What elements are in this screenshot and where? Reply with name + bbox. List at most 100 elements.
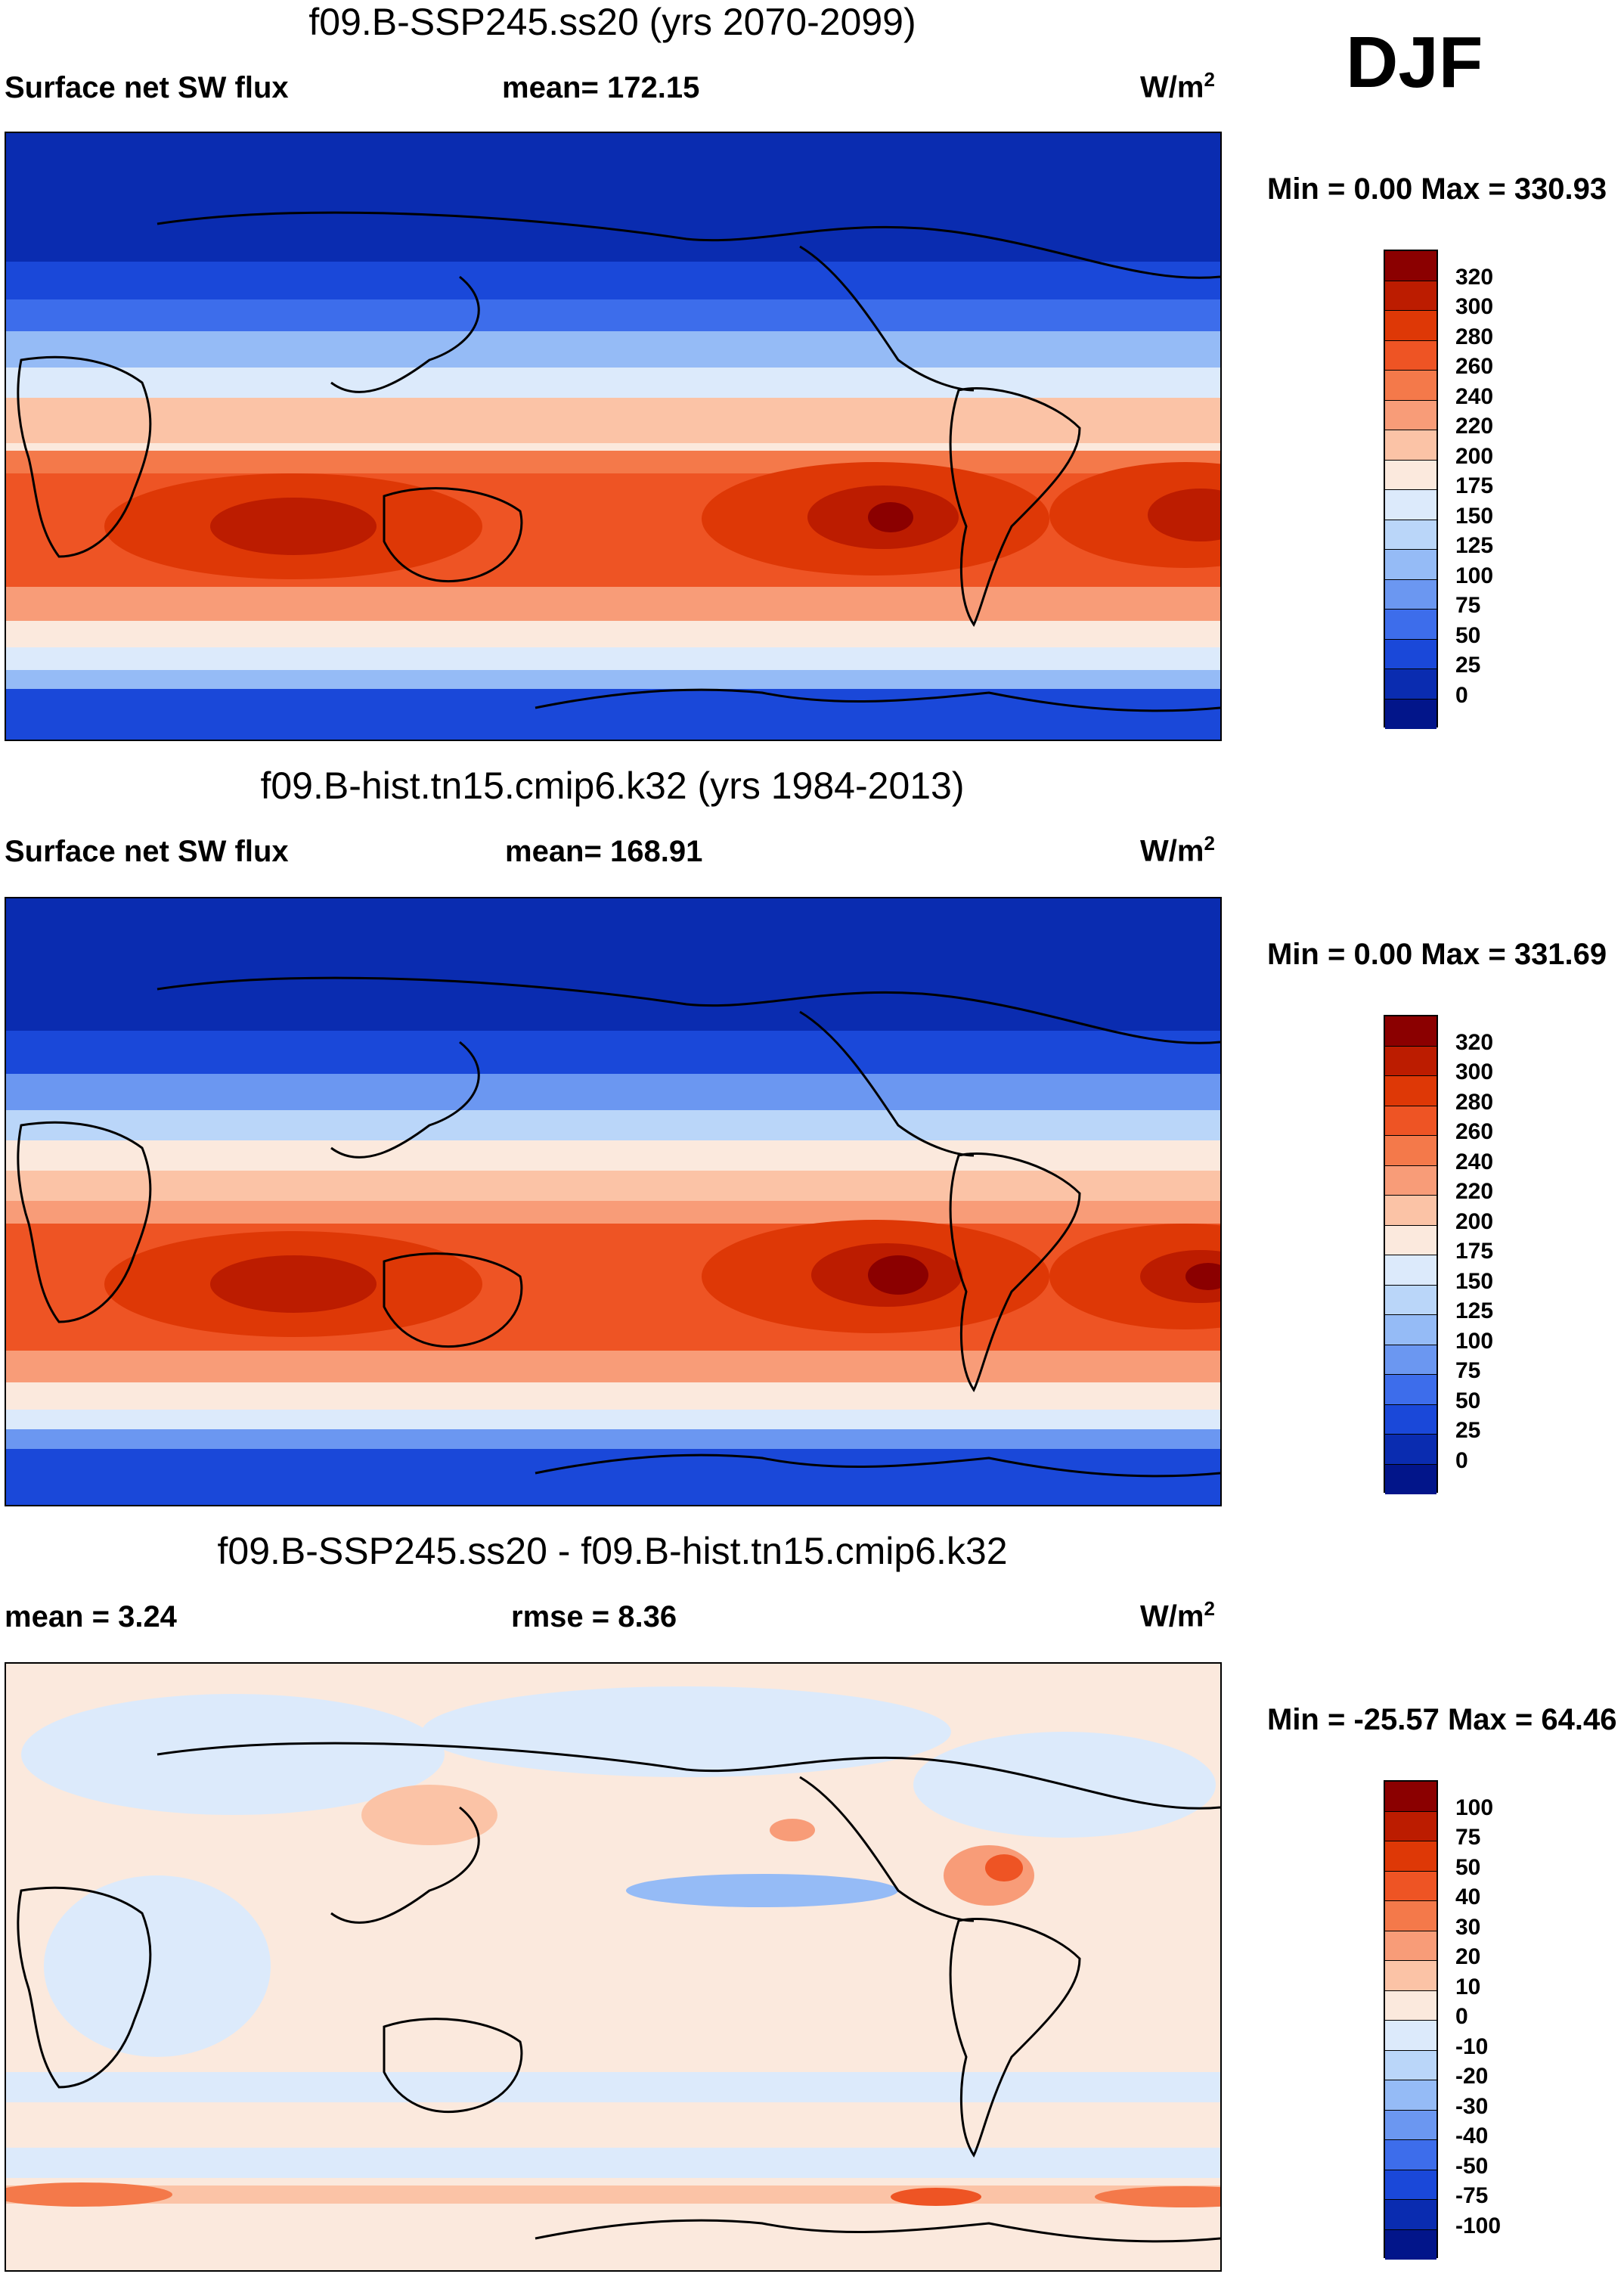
colorbar-swatch xyxy=(1385,1196,1436,1226)
colorbar-tick-label: 260 xyxy=(1455,1119,1494,1144)
panel-2-colorbar-ticks: 320 300 280 260 240 220 200 175 150 125 100 75 50 25 0 xyxy=(1455,1015,1546,1493)
colorbar-tick-label: -30 xyxy=(1455,2093,1489,2119)
colorbar-swatch xyxy=(1385,1046,1436,1076)
colorbar-swatch xyxy=(1385,1285,1436,1315)
colorbar-swatch xyxy=(1385,340,1436,371)
colorbar-tick-label: 175 xyxy=(1455,473,1494,498)
colorbar-tick-label: 25 xyxy=(1455,1418,1481,1443)
colorbar-swatch xyxy=(1385,460,1436,490)
panel-3-colorbar xyxy=(1384,1780,1438,2260)
colorbar-tick-label: 100 xyxy=(1455,1328,1494,1354)
colorbar-swatch xyxy=(1385,1016,1436,1047)
colorbar-tick-label: 30 xyxy=(1455,1914,1481,1940)
panel-2-title: f09.B-hist.tn15.cmip6.k32 (yrs 1984-2013… xyxy=(260,765,965,807)
colorbar-tick-label: -50 xyxy=(1455,2153,1489,2179)
colorbar-tick-label: -10 xyxy=(1455,2033,1489,2059)
colorbar-swatch xyxy=(1385,1871,1436,1901)
colorbar-tick-label: 100 xyxy=(1455,1795,1494,1820)
colorbar-tick-label: 50 xyxy=(1455,1388,1481,1413)
colorbar-swatch xyxy=(1385,1901,1436,1931)
panel-3-map xyxy=(5,1662,1222,2272)
panel-1-title: f09.B-SSP245.ss20 (yrs 2070-2099) xyxy=(308,1,916,43)
colorbar-tick-label: 25 xyxy=(1455,653,1481,678)
colorbar-tick-label: 0 xyxy=(1455,1447,1468,1473)
colorbar-swatch xyxy=(1385,579,1436,610)
colorbar-tick-label: 200 xyxy=(1455,443,1494,469)
colorbar-tick-label: 125 xyxy=(1455,1298,1494,1323)
colorbar-tick-label: 240 xyxy=(1455,1149,1494,1174)
colorbar-swatch xyxy=(1385,1225,1436,1255)
colorbar-tick-label: -40 xyxy=(1455,2123,1489,2148)
colorbar-swatch xyxy=(1385,311,1436,341)
colorbar-swatch xyxy=(1385,281,1436,311)
colorbar-swatch xyxy=(1385,371,1436,401)
colorbar-swatch xyxy=(1385,1782,1436,1812)
colorbar-tick-label: 20 xyxy=(1455,1944,1481,1969)
colorbar-tick-label: -20 xyxy=(1455,2064,1489,2089)
colorbar-tick-label: 175 xyxy=(1455,1239,1494,1264)
colorbar-tick-label: 75 xyxy=(1455,1358,1481,1383)
colorbar-swatch xyxy=(1385,1345,1436,1375)
colorbar-swatch xyxy=(1385,2140,1436,2170)
colorbar-swatch xyxy=(1385,2080,1436,2111)
colorbar-tick-label: 50 xyxy=(1455,622,1481,648)
colorbar-tick-label: 150 xyxy=(1455,503,1494,529)
colorbar-swatch xyxy=(1385,639,1436,669)
colorbar-tick-label: 240 xyxy=(1455,383,1494,409)
colorbar-swatch xyxy=(1385,1811,1436,1841)
panel-3-rmse-label: rmse = 8.36 xyxy=(511,1600,677,1633)
colorbar-swatch xyxy=(1385,2050,1436,2080)
colorbar-swatch xyxy=(1385,520,1436,550)
colorbar-tick-label: -75 xyxy=(1455,2183,1489,2208)
colorbar-swatch xyxy=(1385,1841,1436,1872)
colorbar-tick-label: -100 xyxy=(1455,2213,1502,2238)
panel-3-mean-label: mean = 3.24 xyxy=(5,1600,177,1633)
colorbar-swatch xyxy=(1385,1990,1436,2021)
colorbar-tick-label: 320 xyxy=(1455,264,1494,290)
colorbar-swatch xyxy=(1385,1435,1436,1465)
colorbar-tick-label: 75 xyxy=(1455,1825,1481,1850)
panel-3-colorbar-ticks: 100 75 50 40 30 20 10 0 -10 -20 -30 -40 -50 -75 -100 xyxy=(1455,1780,1546,2258)
colorbar-swatch xyxy=(1385,400,1436,430)
colorbar-swatch xyxy=(1385,490,1436,520)
colorbar-tick-label: 40 xyxy=(1455,1885,1481,1909)
colorbar-swatch xyxy=(1385,610,1436,640)
colorbar-tick-label: 220 xyxy=(1455,414,1494,439)
colorbar-swatch xyxy=(1385,1315,1436,1345)
colorbar-tick-label: 0 xyxy=(1455,682,1468,708)
colorbar-swatch xyxy=(1385,1931,1436,1961)
colorbar-tick-label: 75 xyxy=(1455,593,1481,618)
panel-1-colorbar-ticks: 320 300 280 260 240 220 200 175 150 125 100 75 50 25 0 xyxy=(1455,250,1546,727)
colorbar-tick-label: 300 xyxy=(1455,294,1494,319)
colorbar-swatch xyxy=(1385,1136,1436,1166)
panel-2-map xyxy=(5,897,1222,1506)
season-label: DJF xyxy=(1346,22,1483,103)
colorbar-swatch xyxy=(1385,2110,1436,2140)
panel-3-title: f09.B-SSP245.ss20 - f09.B-hist.tn15.cmip… xyxy=(217,1530,1008,1572)
panel-1-minmax: Min = 0.00 Max = 330.93 xyxy=(1267,172,1607,206)
panel-2-mean-label: mean= 168.91 xyxy=(505,835,703,868)
colorbar-swatch xyxy=(1385,1464,1436,1494)
colorbar-tick-label: 200 xyxy=(1455,1208,1494,1234)
colorbar-swatch xyxy=(1385,1961,1436,1991)
colorbar-swatch xyxy=(1385,2170,1436,2200)
colorbar-tick-label: 300 xyxy=(1455,1059,1494,1084)
colorbar-tick-label: 100 xyxy=(1455,563,1494,588)
panel-2-minmax: Min = 0.00 Max = 331.69 xyxy=(1267,938,1607,971)
colorbar-swatch xyxy=(1385,699,1436,729)
colorbar-tick-label: 260 xyxy=(1455,354,1494,379)
panel-1-units: W/m2 xyxy=(1140,68,1215,104)
colorbar-tick-label: 10 xyxy=(1455,1974,1481,1999)
panel-2-colorbar xyxy=(1384,1015,1438,1494)
colorbar-swatch xyxy=(1385,669,1436,700)
colorbar-swatch xyxy=(1385,251,1436,281)
panel-1-colorbar xyxy=(1384,250,1438,729)
panel-2-variable-label: Surface net SW flux xyxy=(5,835,289,868)
colorbar-swatch xyxy=(1385,1165,1436,1196)
panel-3-units: W/m2 xyxy=(1140,1597,1215,1633)
colorbar-tick-label: 220 xyxy=(1455,1179,1494,1204)
colorbar-swatch xyxy=(1385,1106,1436,1136)
colorbar-swatch xyxy=(1385,1076,1436,1106)
colorbar-tick-label: 125 xyxy=(1455,533,1494,558)
colorbar-swatch xyxy=(1385,2229,1436,2260)
